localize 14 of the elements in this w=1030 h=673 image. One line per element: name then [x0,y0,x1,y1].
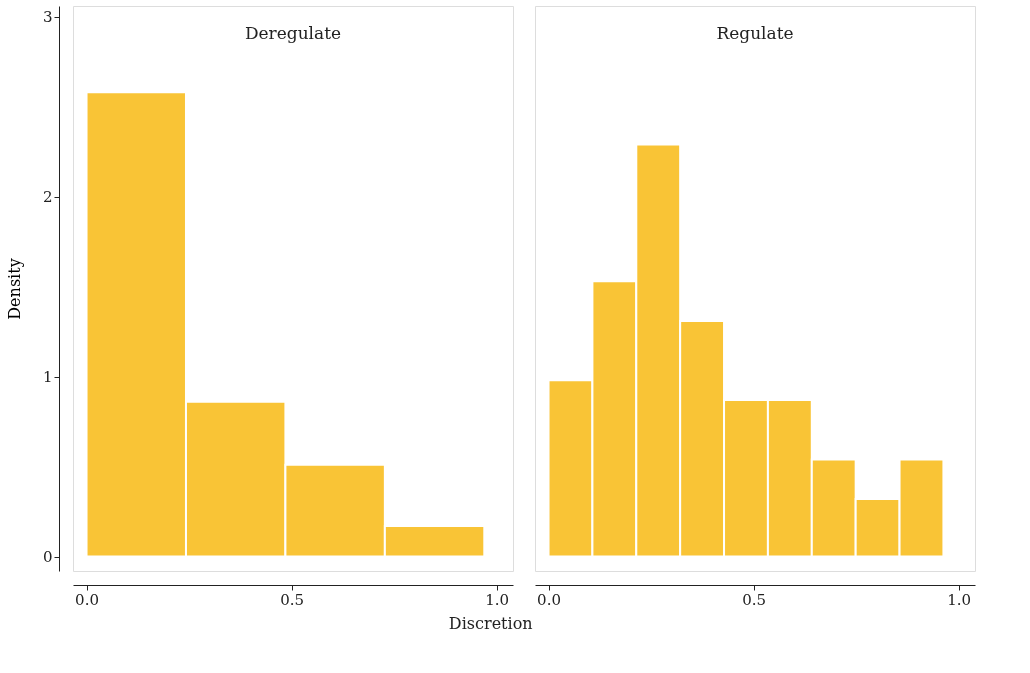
x-tick-label: 0.0 [75,590,99,609]
x-tick-label: 0.5 [742,590,766,609]
x-tick-label: 0.0 [537,590,561,609]
y-tick-label: 3 [42,8,53,27]
x-tick-label: 1.0 [485,590,510,609]
x-tick-label: 0.5 [280,590,304,609]
x-tick-label: 1.0 [947,590,972,609]
y-tick-label: 2 [42,188,53,207]
x-axis-title: Discretion [448,613,533,633]
y-tick-label: 0 [42,548,53,567]
text: Deregulate [244,23,342,43]
text: Regulate [716,23,794,43]
y-axis-title: Density [4,258,24,320]
y-tick-label: 1 [42,368,53,387]
